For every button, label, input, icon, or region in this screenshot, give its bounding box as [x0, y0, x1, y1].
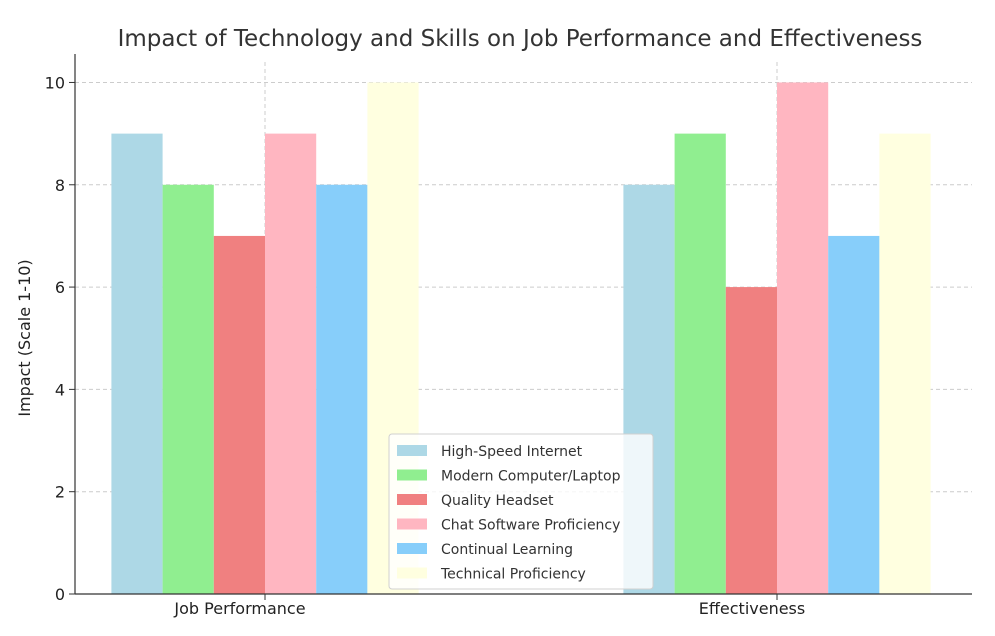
bar: [879, 133, 931, 594]
legend-swatch: [397, 567, 427, 579]
legend-swatch: [397, 543, 427, 554]
bar: [674, 133, 726, 594]
y-tick-label: 8: [55, 176, 65, 195]
bar: [828, 235, 880, 594]
y-tick-label: 0: [55, 585, 65, 604]
chart-title: Impact of Technology and Skills on Job P…: [118, 26, 923, 52]
legend-box: [388, 433, 654, 590]
legend-label: Continual Learning: [441, 542, 573, 558]
bars: [111, 82, 931, 594]
y-tick-label: 2: [55, 483, 65, 502]
bar: [777, 82, 829, 594]
bar: [265, 133, 317, 594]
legend-swatch: [397, 469, 427, 481]
y-axis-label: Impact (Scale 1-10): [15, 259, 34, 416]
legend-label: Modern Computer/Laptop: [441, 469, 621, 485]
x-tick-label: Effectiveness: [699, 599, 805, 618]
legend-swatch: [397, 445, 427, 456]
legend-swatch: [397, 494, 427, 505]
y-tick-label: 10: [45, 73, 65, 92]
bar: [213, 235, 265, 594]
bar: [316, 184, 368, 594]
legend-label: Technical Proficiency: [440, 567, 586, 583]
y-tick-label: 6: [55, 278, 65, 297]
legend-swatch: [397, 518, 427, 530]
axes: [69, 54, 972, 600]
legend-label: Chat Software Proficiency: [441, 518, 620, 534]
bar: [111, 133, 163, 594]
bar: [162, 184, 214, 594]
x-tick-label: Job Performance: [173, 599, 305, 618]
y-tick-label: 4: [55, 380, 65, 399]
legend: High-Speed Internet Modern Computer/Lapto…: [388, 433, 654, 590]
bar: [725, 287, 777, 594]
legend-label: Quality Headset: [441, 493, 554, 509]
tick-labels: 0 2 4 6 8 10 Job Performance Effectiveness: [45, 73, 806, 618]
legend-label: High-Speed Internet: [441, 444, 583, 460]
